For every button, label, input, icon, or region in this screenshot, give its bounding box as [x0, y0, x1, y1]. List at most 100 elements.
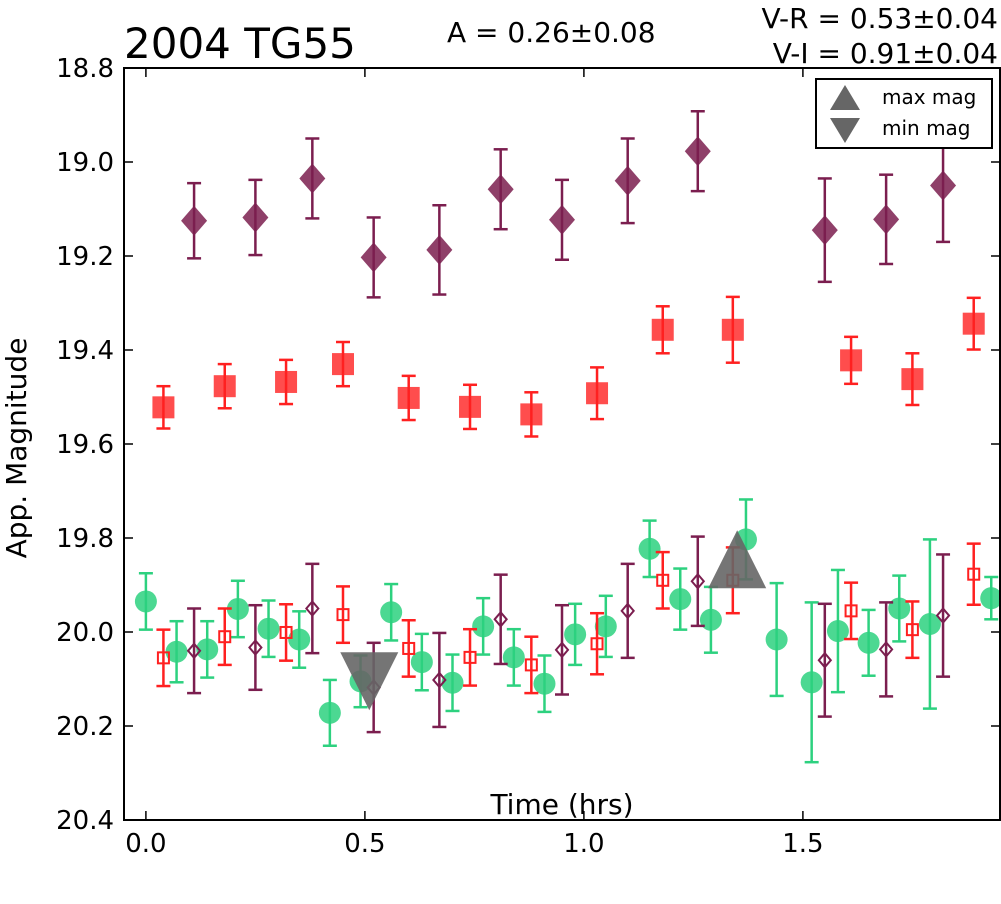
data-point-circle — [669, 588, 692, 611]
extrema-markers — [340, 530, 767, 711]
data-point-square — [275, 370, 298, 393]
plot-area — [134, 109, 1001, 764]
data-point-circle — [441, 671, 464, 694]
data-point-open-square — [844, 604, 858, 618]
data-point-square — [840, 349, 863, 372]
x-axis-label: Time (hrs) — [489, 788, 633, 821]
data-point-circle — [638, 537, 661, 560]
data-point-open-square — [279, 625, 293, 639]
data-point-circle — [318, 701, 341, 724]
data-point-circle — [380, 601, 403, 624]
y-axis-label: App. Magnitude — [0, 338, 33, 559]
data-point-circle — [888, 597, 911, 620]
axis-ticks: 0.0 0.5 1.0 1.5 18.8 19.0 19.2 19.4 19.6 19.8 20.0… — [56, 54, 1000, 859]
data-point-diamond — [360, 242, 387, 273]
data-point-circle — [165, 640, 188, 663]
data-point-circle — [800, 671, 823, 694]
data-point-diamond — [614, 165, 641, 196]
data-point-square — [213, 375, 236, 398]
y-tick-label: 19.8 — [56, 524, 114, 554]
data-point-open-diamond — [186, 642, 202, 660]
data-point-circle — [196, 638, 219, 661]
chart-title: 2004 TG55 — [124, 19, 356, 68]
data-point-square — [397, 386, 420, 409]
data-point-open-diamond — [878, 640, 894, 658]
y-tick-label: 19.6 — [56, 430, 114, 460]
plot-frame — [123, 67, 1001, 821]
vr-color-annotation: V-R = 0.53±0.04 — [762, 2, 998, 35]
amplitude-annotation: A = 0.26±0.08 — [447, 16, 656, 49]
data-point-diamond — [242, 202, 269, 233]
y-tick-label: 20.2 — [56, 712, 114, 742]
data-point-circle — [410, 651, 433, 674]
series-r — [152, 295, 985, 438]
legend-label-max-mag: max mag — [882, 85, 976, 109]
data-point-circle — [288, 628, 311, 651]
data-point-circle — [857, 631, 880, 654]
data-point-open-square — [156, 651, 170, 665]
data-point-open-square — [524, 658, 538, 672]
data-point-circle — [826, 620, 849, 643]
data-point-open-diamond — [817, 651, 833, 669]
data-point-square — [901, 368, 924, 391]
y-tick-label: 18.8 — [56, 54, 114, 84]
data-point-diamond — [299, 163, 326, 194]
series-v — [134, 498, 1001, 764]
vi-color-annotation: V-I = 0.91±0.04 — [773, 37, 998, 70]
data-point-square — [520, 403, 543, 426]
data-point-open-square — [336, 608, 350, 622]
x-tick-label: 0.0 — [125, 829, 166, 859]
legend-min-mag-icon — [830, 118, 860, 143]
y-tick-label: 19.0 — [56, 148, 114, 178]
y-tick-label: 20.4 — [56, 806, 114, 836]
data-point-circle — [699, 608, 722, 631]
legend-label-min-mag: min mag — [882, 116, 971, 140]
data-point-circle — [226, 597, 249, 620]
x-tick-label: 1.5 — [782, 829, 823, 859]
data-point-square — [152, 396, 175, 419]
data-point-open-square — [656, 573, 670, 587]
data-point-diamond — [181, 205, 208, 236]
data-point-open-diamond — [432, 671, 447, 689]
data-point-square — [962, 312, 985, 335]
data-point-circle — [980, 587, 1001, 610]
data-point-diamond — [930, 170, 957, 201]
y-tick-label: 19.4 — [56, 336, 114, 366]
data-point-square — [332, 353, 354, 376]
data-point-circle — [134, 590, 157, 613]
data-point-diamond — [549, 204, 575, 235]
data-point-circle — [918, 613, 941, 636]
data-point-open-square — [218, 630, 232, 644]
data-point-open-square — [590, 637, 604, 651]
data-point-circle — [765, 628, 788, 651]
data-point-diamond — [426, 234, 453, 265]
data-point-open-diamond — [493, 610, 508, 628]
max-mag-marker — [708, 530, 767, 589]
y-tick-label: 19.2 — [56, 242, 114, 272]
data-point-circle — [564, 623, 587, 646]
data-point-open-square — [905, 623, 919, 637]
data-point-diamond — [684, 136, 711, 167]
legend: max mag min mag — [815, 78, 993, 149]
y-tick-label: 20.0 — [56, 618, 114, 648]
data-point-diamond — [487, 174, 514, 205]
data-point-square — [721, 318, 744, 341]
data-point-circle — [533, 672, 556, 695]
data-point-circle — [472, 615, 495, 638]
data-point-circle — [594, 615, 617, 638]
data-point-open-diamond — [248, 638, 263, 657]
x-tick-label: 1.0 — [563, 829, 604, 859]
data-point-open-square — [967, 567, 981, 581]
data-point-open-diamond — [554, 641, 570, 659]
data-point-diamond — [873, 204, 900, 235]
data-point-square — [586, 382, 609, 405]
min-mag-marker — [340, 652, 399, 711]
data-point-square — [651, 318, 674, 341]
data-point-open-diamond — [935, 607, 951, 625]
data-point-diamond — [811, 215, 838, 246]
data-point-circle — [502, 646, 525, 669]
data-point-open-diamond — [690, 572, 706, 590]
data-point-open-diamond — [620, 602, 636, 620]
x-tick-label: 0.5 — [344, 829, 385, 859]
